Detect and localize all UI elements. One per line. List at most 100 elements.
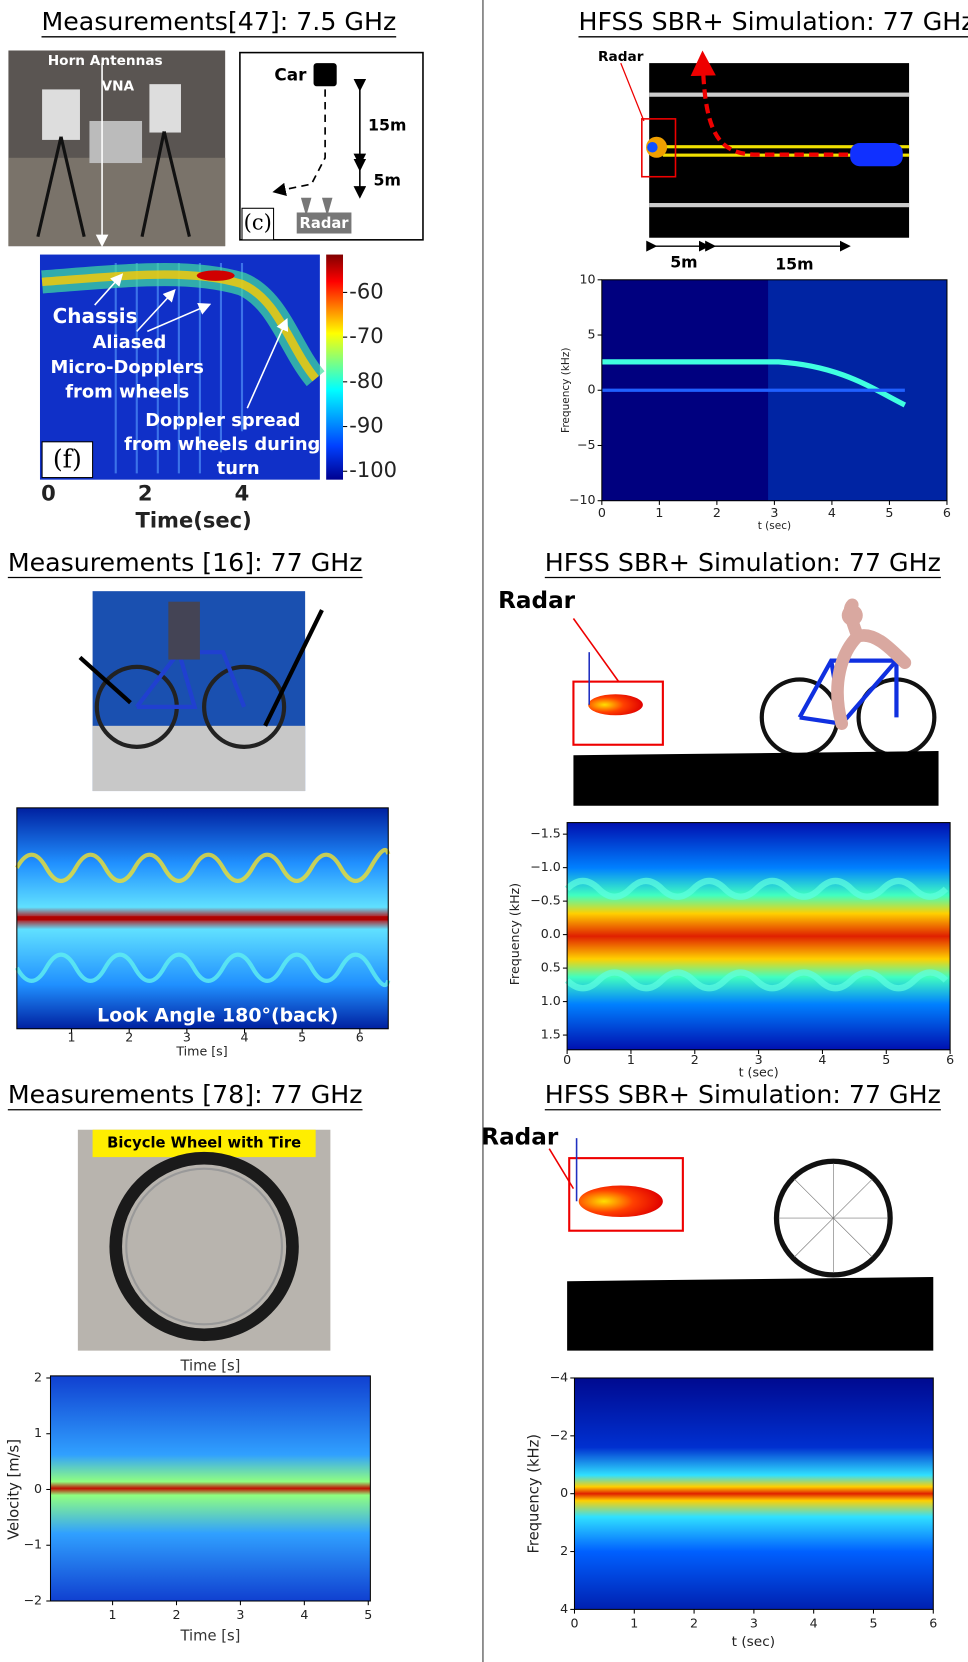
- x-tick-label: 6: [943, 505, 951, 520]
- x-tick-label: 1: [627, 1052, 635, 1067]
- x-tick-label: 4: [241, 1030, 249, 1045]
- frame: [800, 661, 897, 724]
- rider: [168, 602, 200, 660]
- y-tick-label: 0: [587, 382, 595, 397]
- y-tick-label: 0: [34, 1481, 42, 1496]
- x-tick-label: 1: [68, 1030, 76, 1045]
- x-axis-label: t (sec): [739, 1064, 779, 1079]
- scene-label: Radar: [481, 1125, 559, 1151]
- y-axis-label: Frequency (kHz): [526, 1434, 543, 1554]
- x-axis-label: Time(sec): [135, 508, 251, 533]
- y-tick-label: 5: [587, 327, 595, 342]
- car-icon: [314, 63, 337, 86]
- x-tick-label: 2: [713, 505, 721, 520]
- colorbar-label: -100: [349, 457, 397, 482]
- colorbar-label: -60: [349, 278, 383, 303]
- y-tick-label: −2: [23, 1592, 42, 1607]
- y-tick-label: −4: [550, 1369, 569, 1384]
- y-tick-label: 2: [560, 1543, 568, 1558]
- scene-label: Radar: [498, 588, 576, 614]
- x-tick-label: 3: [770, 505, 778, 520]
- panel-tag: (f): [53, 445, 82, 474]
- y-tick-label: 10: [579, 271, 595, 286]
- photo-ground: [8, 158, 225, 246]
- y-tick-label: −5: [577, 437, 596, 452]
- y-tick-label: −0.5: [530, 893, 561, 908]
- x-tick-label: 6: [929, 1616, 937, 1631]
- annotation: Doppler spread: [145, 410, 300, 431]
- diagram-label: (c): [244, 210, 272, 235]
- callout: [621, 63, 644, 121]
- panel-title: Measurements[47]: 7.5 GHz: [42, 7, 397, 36]
- x-tick-label: 0: [598, 505, 606, 520]
- annotation: from wheels during: [124, 434, 320, 455]
- x-tick-label: 6: [946, 1052, 954, 1067]
- annotation: from wheels: [65, 381, 189, 402]
- x-axis-label: t (sec): [758, 520, 791, 532]
- ground: [573, 751, 938, 806]
- x-axis-label: Time [s]: [180, 1628, 241, 1645]
- y-tick-label: 1.5: [541, 1027, 561, 1042]
- lane-line: [649, 203, 909, 207]
- x-tick-label: 2: [690, 1616, 698, 1631]
- radar-beam: [579, 1185, 663, 1217]
- colorbar-label: -90: [349, 413, 383, 438]
- colorbar-label: -70: [349, 323, 383, 348]
- annotation: Chassis: [53, 304, 138, 328]
- diagram-label: 5m: [373, 170, 400, 189]
- x-tick-label: 5: [364, 1607, 372, 1622]
- panel-title: Measurements [78]: 77 GHz: [8, 1080, 363, 1109]
- x-tick-label: 5: [882, 1052, 890, 1067]
- scene-label: Radar: [598, 49, 644, 65]
- y-tick-label: 0: [560, 1485, 568, 1500]
- y-axis-label: Frequency (kHz): [560, 348, 572, 433]
- annotation: Aliased: [93, 332, 167, 353]
- x-tick-label: 5: [869, 1616, 877, 1631]
- radar-dot: [647, 142, 658, 153]
- diagram-label: 15m: [368, 116, 406, 135]
- y-axis-label: Velocity [m/s]: [6, 1439, 23, 1540]
- y-tick-label: 1: [34, 1425, 42, 1440]
- x-axis-top-label: Time [s]: [180, 1357, 241, 1374]
- vna: [89, 121, 142, 163]
- x-tick-label: 5: [885, 505, 893, 520]
- x-axis-label: t (sec): [732, 1634, 775, 1650]
- x-tick-label: 6: [356, 1030, 364, 1045]
- annotation: Micro-Dopplers: [51, 357, 204, 378]
- x-tick-label: 4: [300, 1607, 308, 1622]
- figure: Measurements[47]: 7.5 GHz HFSS SBR+ Simul…: [0, 0, 968, 1662]
- x-tick-label: 1: [630, 1616, 638, 1631]
- horn-right: [149, 84, 181, 132]
- photo-label: Horn Antennas: [48, 53, 163, 69]
- overlay-label: Look Angle 180°(back): [97, 1005, 338, 1027]
- photo-label: VNA: [102, 78, 135, 94]
- spectrogram: [567, 823, 950, 1050]
- x-tick-label: 5: [298, 1030, 306, 1045]
- spectrogram: [51, 1376, 371, 1601]
- x-tick-label: 3: [236, 1607, 244, 1622]
- y-tick-label: −2: [550, 1427, 569, 1442]
- x-axis-label: Time [s]: [175, 1043, 227, 1058]
- x-tick-label: 2: [138, 480, 153, 505]
- scene-label: 15m: [775, 255, 813, 274]
- y-tick-label: 4: [560, 1601, 568, 1616]
- panel-title: HFSS SBR+ Simulation: 77 GHz: [545, 548, 941, 577]
- x-tick-label: 0: [41, 480, 56, 505]
- x-tick-label: 2: [172, 1607, 180, 1622]
- colorbar-label: -80: [349, 368, 383, 393]
- y-tick-label: 0.5: [541, 960, 561, 975]
- panel-title: HFSS SBR+ Simulation: 77 GHz: [545, 1080, 941, 1109]
- x-tick-label: 2: [691, 1052, 699, 1067]
- panel-title: HFSS SBR+ Simulation: 77 GHz: [578, 7, 968, 36]
- photo-label: Bicycle Wheel with Tire: [107, 1134, 301, 1151]
- y-axis-label: Frequency (kHz): [507, 883, 522, 985]
- y-tick-label: 0.0: [541, 926, 561, 941]
- scene-label: 5m: [670, 252, 697, 271]
- callout: [573, 619, 618, 682]
- x-tick-label: 0: [563, 1052, 571, 1067]
- y-tick-label: −10: [569, 492, 596, 507]
- lane-line: [649, 93, 909, 97]
- colorbar: [326, 255, 343, 480]
- rider-head: [842, 605, 863, 626]
- x-tick-label: 4: [828, 505, 836, 520]
